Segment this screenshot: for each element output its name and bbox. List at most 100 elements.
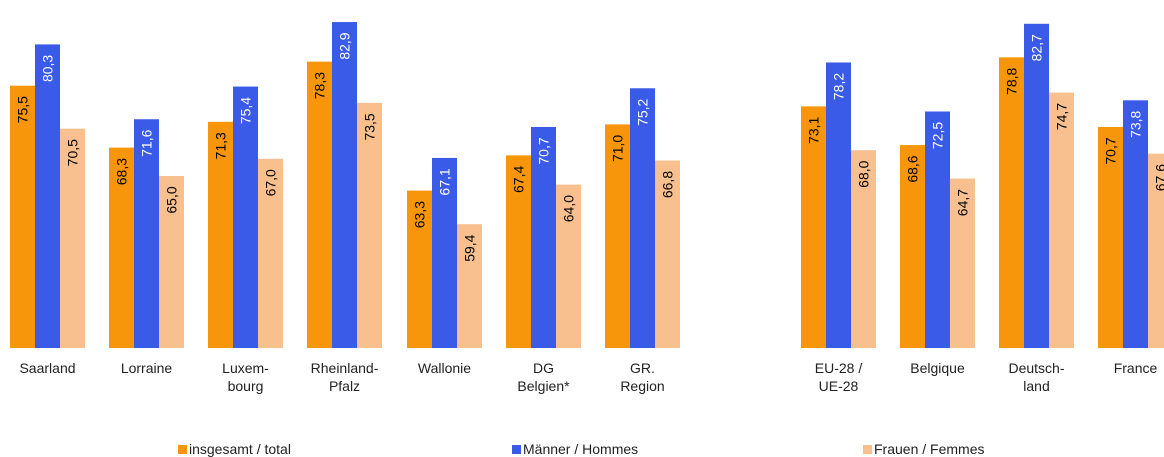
bar — [307, 61, 332, 349]
legend-item-women: Frauen / Femmes — [863, 441, 984, 457]
data-label: 67,6 — [1153, 164, 1164, 191]
category-group: 67,4 70,7 64,0 DG Belgien* — [506, 126, 581, 394]
category-label: GR. — [630, 360, 655, 376]
data-label: 72,5 — [930, 122, 946, 149]
category-label: Region — [620, 378, 664, 394]
data-label: 70,7 — [1103, 137, 1119, 164]
bar — [605, 124, 630, 349]
data-label: 67,4 — [511, 166, 527, 193]
bar — [556, 184, 581, 348]
data-label: 64,0 — [561, 195, 577, 222]
bar — [851, 150, 876, 348]
data-label: 63,3 — [412, 201, 428, 228]
bar — [109, 147, 134, 348]
legend-label-women: Frauen / Femmes — [874, 441, 985, 457]
bar — [900, 145, 925, 348]
data-label: 68,6 — [905, 155, 921, 182]
bar — [925, 111, 950, 348]
bar — [457, 224, 482, 348]
bar — [208, 121, 233, 348]
data-label: 66,8 — [660, 171, 676, 198]
category-group: 73,1 78,2 68,0 EU-28 / UE-28 — [801, 62, 876, 394]
legend: insgesamt / total Männer / Hommes Frauen… — [0, 441, 1164, 457]
category-label: Belgien* — [517, 378, 570, 394]
data-label: 70,7 — [536, 137, 552, 164]
bar — [506, 155, 531, 348]
bar — [35, 44, 60, 349]
bar — [10, 85, 35, 348]
bar — [432, 157, 457, 348]
bar — [1024, 23, 1049, 349]
data-label: 80,3 — [40, 55, 56, 82]
data-label: 73,1 — [806, 117, 822, 144]
bar — [407, 190, 432, 348]
legend-swatch-women — [863, 444, 872, 454]
bar — [655, 160, 680, 348]
bar — [258, 158, 283, 348]
legend-label-men: Männer / Hommes — [523, 441, 639, 457]
category-label: Wallonie — [418, 360, 471, 376]
bar — [826, 62, 851, 348]
data-label: 82,9 — [337, 32, 353, 59]
data-label: 78,3 — [312, 72, 328, 99]
bar — [1148, 153, 1164, 348]
category-label: Saarland — [19, 360, 75, 376]
data-label: 67,0 — [263, 169, 279, 196]
category-group: 78,3 82,9 73,5 Rheinland- Pfalz — [307, 22, 382, 394]
bar — [159, 176, 184, 348]
data-label: 68,3 — [114, 158, 130, 185]
category-label: Luxem- — [222, 360, 269, 376]
bar — [1098, 126, 1123, 348]
bar — [233, 86, 258, 348]
data-label: 73,8 — [1128, 110, 1144, 137]
data-label: 73,5 — [362, 113, 378, 140]
data-label: 68,0 — [856, 160, 872, 187]
category-group: 68,3 71,6 65,0 Lorraine — [109, 119, 184, 376]
legend-item-total: insgesamt / total — [178, 441, 291, 457]
category-label: France — [1114, 360, 1158, 376]
bar — [630, 88, 655, 348]
data-label: 82,7 — [1029, 34, 1045, 61]
data-label: 59,4 — [462, 234, 478, 261]
data-label: 78,8 — [1004, 67, 1020, 94]
bar — [357, 102, 382, 349]
data-label: 75,4 — [238, 97, 254, 124]
legend-item-men: Männer / Hommes — [512, 441, 638, 457]
category-label: land — [1023, 378, 1049, 394]
bar — [531, 126, 556, 348]
legend-swatch-total — [178, 444, 187, 454]
data-label: 71,6 — [139, 129, 155, 156]
category-group: 78,8 82,7 74,7 Deutsch-land — [999, 23, 1074, 394]
category-group: 70,7 73,8 67,6 France — [1098, 100, 1164, 376]
category-group: 75,5 80,3 70,5 Saarland — [10, 44, 85, 376]
category-label: Lorraine — [121, 360, 173, 376]
category-label: Pfalz — [329, 378, 360, 394]
data-label: 75,2 — [635, 98, 651, 125]
category-label: Deutsch- — [1008, 360, 1064, 376]
data-label: 74,7 — [1054, 103, 1070, 130]
bar — [801, 106, 826, 348]
category-group: 71,0 75,2 66,8 GR. Region — [605, 88, 680, 394]
bar — [332, 22, 357, 349]
data-label: 64,7 — [955, 189, 971, 216]
bar — [1049, 92, 1074, 348]
data-label: 71,3 — [213, 132, 229, 159]
data-label: 78,2 — [831, 73, 847, 100]
category-label: Rheinland- — [311, 360, 379, 376]
category-group: 63,3 67,1 59,4 Wallonie — [407, 157, 482, 376]
data-label: 75,5 — [15, 96, 31, 123]
data-label: 67,1 — [437, 168, 453, 195]
legend-label-total: insgesamt / total — [189, 441, 291, 457]
data-label: 70,5 — [65, 139, 81, 166]
category-label: EU-28 / — [815, 360, 863, 376]
category-group: 71,3 75,4 67,0 Luxem-bourg — [208, 86, 283, 394]
category-label: DG — [533, 360, 554, 376]
category-label: UE-28 — [819, 378, 859, 394]
data-label: 71,0 — [610, 135, 626, 162]
bar — [1123, 100, 1148, 348]
category-label: Belgique — [910, 360, 965, 376]
bar — [950, 178, 975, 348]
legend-swatch-men — [512, 444, 521, 454]
data-label: 65,0 — [164, 186, 180, 213]
